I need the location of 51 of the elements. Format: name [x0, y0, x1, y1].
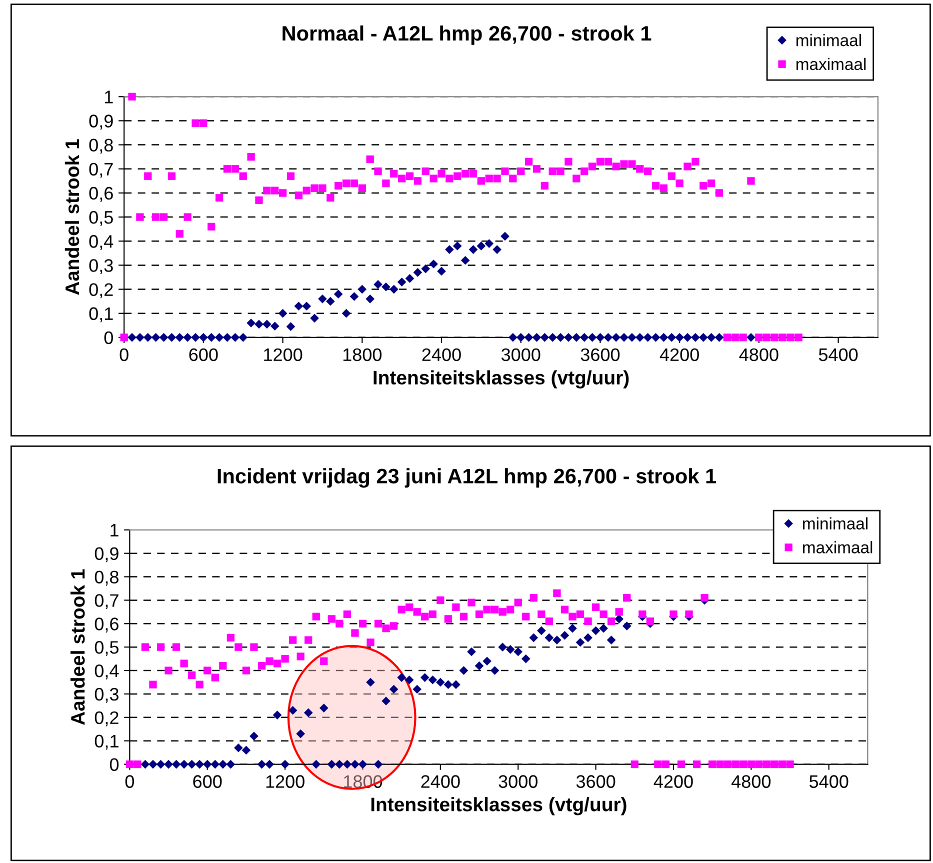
x-tick-label: 3000: [501, 348, 540, 362]
x-tick-label: 1200: [266, 775, 304, 788]
y-tick-label: 0,9: [94, 547, 118, 562]
legend-label: minimaal: [796, 34, 861, 46]
x-tick-label: 0: [125, 775, 134, 788]
legend-label: maximaal: [796, 58, 866, 70]
y-tick-label: 1: [110, 524, 118, 536]
x-tick-label: 3600: [576, 775, 616, 788]
y-tick-label: 0,7: [94, 594, 118, 610]
y-tick-label: 0,8: [94, 570, 118, 586]
chart-title: Normaal - A12L hmp 26,700 - strook 1: [282, 25, 652, 45]
x-tick-label: 0: [120, 348, 128, 362]
x-tick-label: 4200: [660, 348, 699, 362]
y-axis-title: Aandeel strook 1: [64, 139, 80, 295]
y-tick-label: 0,6: [89, 186, 113, 202]
x-axis-title: Intensiteitsklasses (vtg/uur): [374, 370, 629, 388]
x-tick-label: 600: [189, 348, 218, 362]
y-tick-label: 1: [105, 90, 113, 104]
x-axis-title: Intensiteitsklasses (vtg/uur): [371, 797, 626, 816]
x-tick-label: 1800: [343, 348, 382, 362]
y-tick-label: 0,3: [94, 688, 118, 703]
y-tick-label: 0,5: [89, 210, 113, 226]
y-tick-label: 0,5: [94, 641, 119, 656]
y-tick-label: 0,1: [89, 307, 113, 322]
x-tick-label: 1200: [264, 348, 302, 362]
y-tick-label: 0,4: [89, 235, 114, 250]
x-tick-label: 600: [193, 775, 222, 788]
y-tick-label: 0: [104, 331, 113, 344]
chart-title: Incident vrijdag 23 juni A12L hmp 26,700 - strook 1: [218, 468, 716, 488]
x-tick-label: 2400: [421, 775, 460, 788]
x-tick-label: 5400: [809, 775, 848, 788]
y-tick-label: 0,6: [94, 618, 118, 632]
x-tick-label: 4800: [739, 348, 778, 362]
y-tick-label: 0,8: [89, 138, 113, 154]
x-tick-label: 2400: [422, 348, 461, 362]
x-tick-label: 4800: [731, 775, 771, 788]
x-tick-label: 3000: [498, 775, 538, 788]
y-tick-label: 0,2: [89, 283, 113, 298]
legend-label: minimaal: [803, 517, 868, 530]
y-axis-title: Aandeel strook 1: [70, 569, 85, 725]
y-tick-label: 0,3: [89, 259, 113, 274]
x-tick-label: 4200: [654, 775, 693, 788]
y-tick-label: 0,4: [94, 664, 119, 680]
x-tick-label: 3600: [580, 348, 620, 362]
y-tick-label: 0,1: [94, 734, 118, 750]
y-tick-label: 0,7: [89, 162, 113, 178]
y-tick-label: 0,9: [89, 114, 113, 130]
y-tick-label: 0: [110, 758, 119, 771]
legend-label: maximaal: [803, 541, 872, 554]
x-tick-label: 5400: [818, 348, 858, 362]
y-tick-label: 0,2: [94, 711, 118, 726]
